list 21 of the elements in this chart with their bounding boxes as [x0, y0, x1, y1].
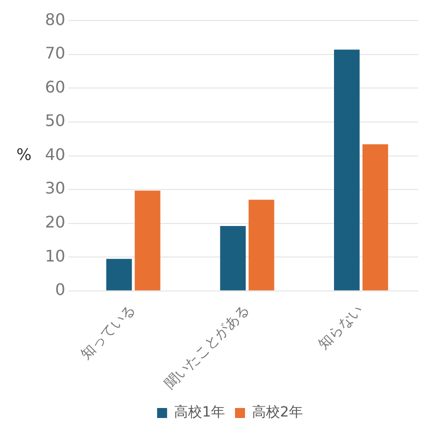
- bar: [134, 190, 160, 290]
- bar: [248, 200, 274, 290]
- y-tick-label: 10: [45, 246, 66, 266]
- y-tick-label: 20: [45, 212, 66, 232]
- x-tick-label: 知っている: [78, 302, 139, 363]
- x-tick-label: 聞いたことがある: [162, 302, 253, 392]
- legend-label: 高校1年: [174, 404, 226, 421]
- y-tick-label: 80: [45, 10, 66, 29]
- y-tick-label: 30: [45, 178, 66, 198]
- y-tick-label: 40: [45, 144, 66, 164]
- y-tick-label: 0: [55, 280, 66, 300]
- bar: [220, 226, 246, 290]
- legend-label: 高校2年: [252, 404, 303, 421]
- y-axis-title: %: [16, 144, 32, 164]
- bar: [106, 258, 132, 290]
- y-tick-label: 50: [45, 111, 66, 130]
- bar: [362, 144, 388, 290]
- bar: [334, 50, 360, 290]
- y-tick-label: 60: [45, 77, 66, 96]
- y-tick-label: 70: [45, 44, 66, 63]
- x-tick-label: 知らない: [316, 302, 366, 353]
